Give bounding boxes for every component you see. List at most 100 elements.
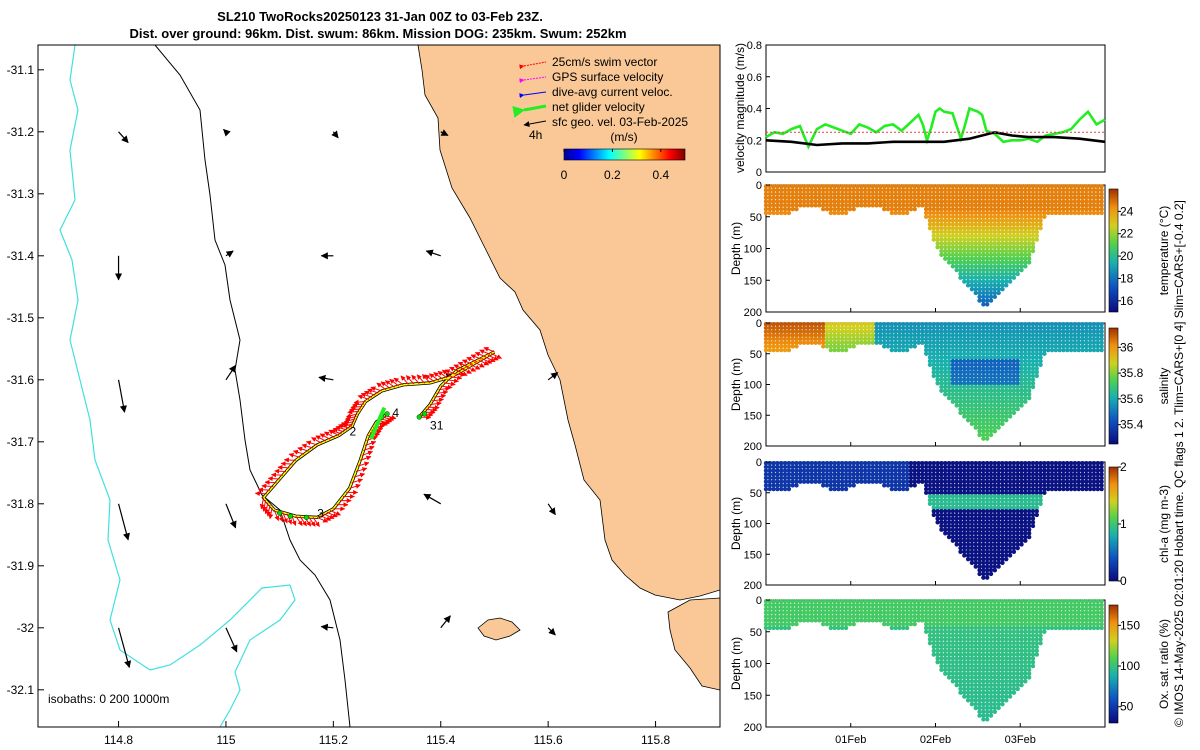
section-point <box>1053 602 1059 608</box>
section-point <box>1019 358 1024 364</box>
section-point <box>1057 486 1062 492</box>
section-point <box>969 184 975 189</box>
section-point <box>984 483 990 488</box>
section-point <box>1072 461 1078 466</box>
section-point <box>996 464 1001 470</box>
section-point <box>794 468 799 473</box>
section-point <box>1084 472 1089 477</box>
section-point <box>920 468 925 473</box>
section-point <box>1053 322 1059 327</box>
section-point <box>805 187 811 193</box>
section-point <box>988 417 994 423</box>
section-point <box>1026 370 1032 375</box>
section-point <box>1042 195 1047 200</box>
section-point <box>950 264 956 269</box>
section-point <box>969 475 975 481</box>
section-point <box>851 184 856 189</box>
section-point <box>969 486 975 492</box>
section-point <box>988 606 994 612</box>
section-point <box>946 191 952 197</box>
section-point <box>1007 406 1013 412</box>
section-point <box>943 486 948 492</box>
section-point <box>1000 472 1005 477</box>
section-point <box>813 195 818 200</box>
section-point <box>981 358 986 364</box>
section-point <box>1007 329 1013 334</box>
section-point <box>981 191 986 197</box>
section-point <box>813 461 818 466</box>
section-point <box>1061 472 1066 477</box>
section-point <box>981 568 986 573</box>
section-point <box>996 640 1001 646</box>
section-point <box>996 483 1001 488</box>
section-point <box>904 483 910 488</box>
section-point <box>1023 523 1028 529</box>
section-point <box>767 479 773 484</box>
section-point <box>794 472 799 477</box>
section-point <box>897 599 902 604</box>
section-point <box>897 475 902 481</box>
section-point <box>927 206 933 212</box>
section-point <box>1026 602 1032 608</box>
section-point <box>946 599 952 604</box>
section-point <box>984 549 990 554</box>
section-point <box>992 384 998 390</box>
section-point <box>1007 271 1013 277</box>
section-point <box>973 290 978 296</box>
swim-vector <box>474 351 487 358</box>
section-point <box>912 468 917 473</box>
section-point <box>1076 340 1081 345</box>
section-point <box>996 610 1001 615</box>
section-point <box>1057 347 1062 353</box>
section-point <box>828 322 834 327</box>
section-point <box>950 629 956 634</box>
section-point <box>1099 479 1104 484</box>
section-point <box>965 656 971 661</box>
section-point <box>1011 325 1017 331</box>
section-point <box>1038 210 1043 216</box>
section-point <box>1049 483 1055 488</box>
section-point <box>996 690 1001 695</box>
section-point <box>779 479 784 484</box>
section-point <box>851 461 856 466</box>
section-point <box>973 599 978 604</box>
section-point <box>981 497 986 503</box>
section-point <box>958 656 963 661</box>
section-point <box>946 388 952 393</box>
section-point <box>1042 464 1047 470</box>
section-point <box>988 410 994 415</box>
section-point <box>813 184 818 189</box>
section-point <box>1000 373 1005 379</box>
section-point <box>969 501 975 507</box>
swim-vector <box>283 457 296 463</box>
section-point <box>969 663 975 669</box>
legend-swim-arrow <box>519 61 547 70</box>
section-point <box>969 531 975 536</box>
section-point <box>1015 333 1020 338</box>
section-point <box>1015 218 1020 223</box>
section-point <box>870 472 875 477</box>
section-point <box>1011 403 1017 408</box>
section-point <box>992 644 998 650</box>
section-point <box>935 237 940 242</box>
section-point <box>973 248 978 254</box>
section-point <box>794 322 799 327</box>
section-point <box>1084 347 1089 353</box>
swim-vector <box>427 404 440 410</box>
section-point <box>779 347 784 353</box>
section-point <box>805 333 811 338</box>
section-point <box>923 195 929 200</box>
section-point <box>809 195 814 200</box>
section-point <box>962 229 967 235</box>
section-point <box>1015 406 1020 412</box>
section-point <box>1019 347 1024 353</box>
section-point <box>1026 362 1032 368</box>
section-point <box>786 614 792 619</box>
section-point <box>984 709 990 714</box>
section-point <box>992 625 998 631</box>
section-point <box>817 184 822 189</box>
section-point <box>996 417 1001 423</box>
section-point <box>946 475 952 481</box>
section-point <box>954 233 959 238</box>
section-point <box>981 494 986 499</box>
